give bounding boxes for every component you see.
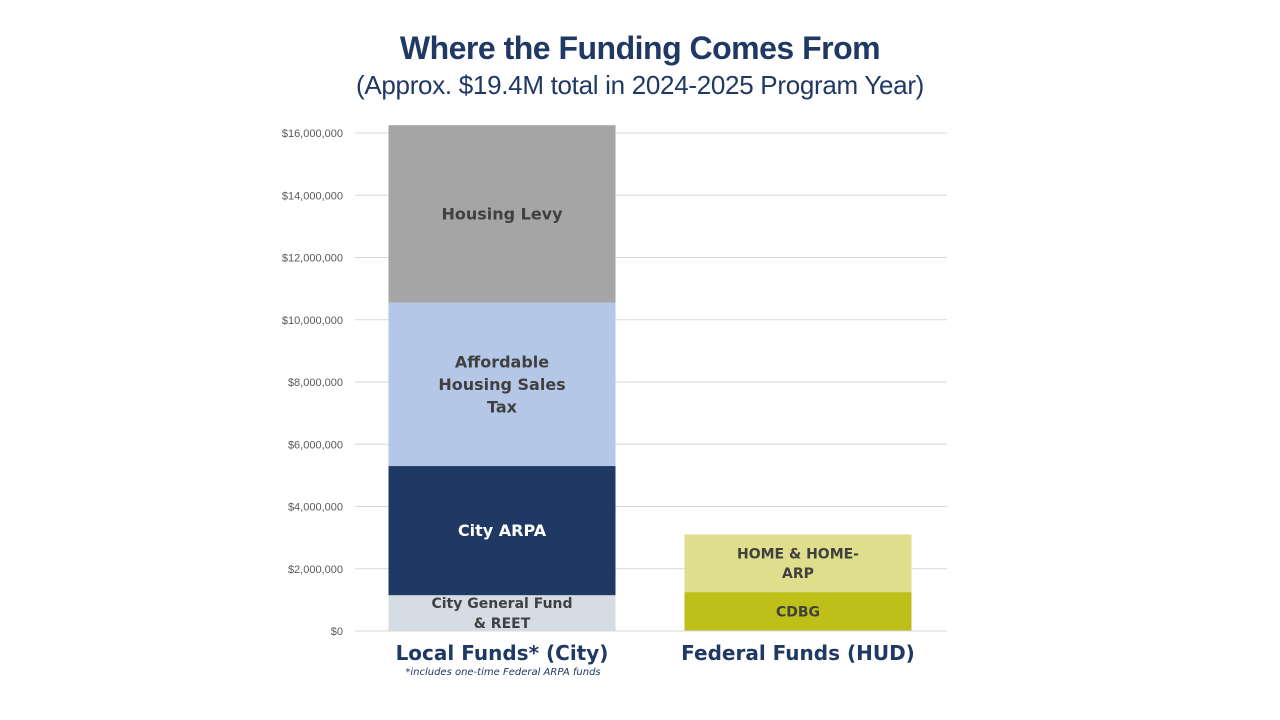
- segment-label: CDBG: [776, 604, 820, 620]
- y-tick-label: $4,000,000: [288, 502, 343, 514]
- y-tick-label: $16,000,000: [282, 128, 343, 140]
- category-label: Local Funds* (City): [396, 641, 609, 665]
- bar-segment: [684, 534, 912, 593]
- segment-label: Affordable Housing Sales Tax: [438, 353, 565, 417]
- segment-label: Housing Levy: [441, 205, 563, 224]
- segment-label: City General Fund & REET: [431, 596, 572, 632]
- footnote: *includes one-time Federal ARPA funds: [405, 667, 601, 678]
- y-tick-label: $8,000,000: [288, 377, 343, 389]
- bar-segment: [388, 595, 616, 631]
- y-tick-label: $2,000,000: [288, 564, 343, 576]
- bar-segment: [388, 466, 616, 596]
- y-tick-label: $12,000,000: [282, 253, 343, 265]
- y-tick-label: $10,000,000: [282, 315, 343, 327]
- segment-label: City ARPA: [458, 521, 547, 540]
- bar-segment: [388, 125, 616, 303]
- bar-segment: [684, 592, 912, 631]
- y-tick-label: $0: [331, 626, 343, 638]
- bar-segment: [388, 302, 616, 467]
- y-tick-label: $6,000,000: [288, 439, 343, 451]
- chart-title: Where the Funding Comes From: [399, 30, 881, 66]
- category-label: Federal Funds (HUD): [681, 641, 915, 665]
- y-tick-label: $14,000,000: [282, 190, 343, 202]
- chart-subtitle: (Approx. $19.4M total in 2024-2025 Progr…: [355, 70, 925, 100]
- segment-label: HOME & HOME-ARP: [737, 546, 859, 582]
